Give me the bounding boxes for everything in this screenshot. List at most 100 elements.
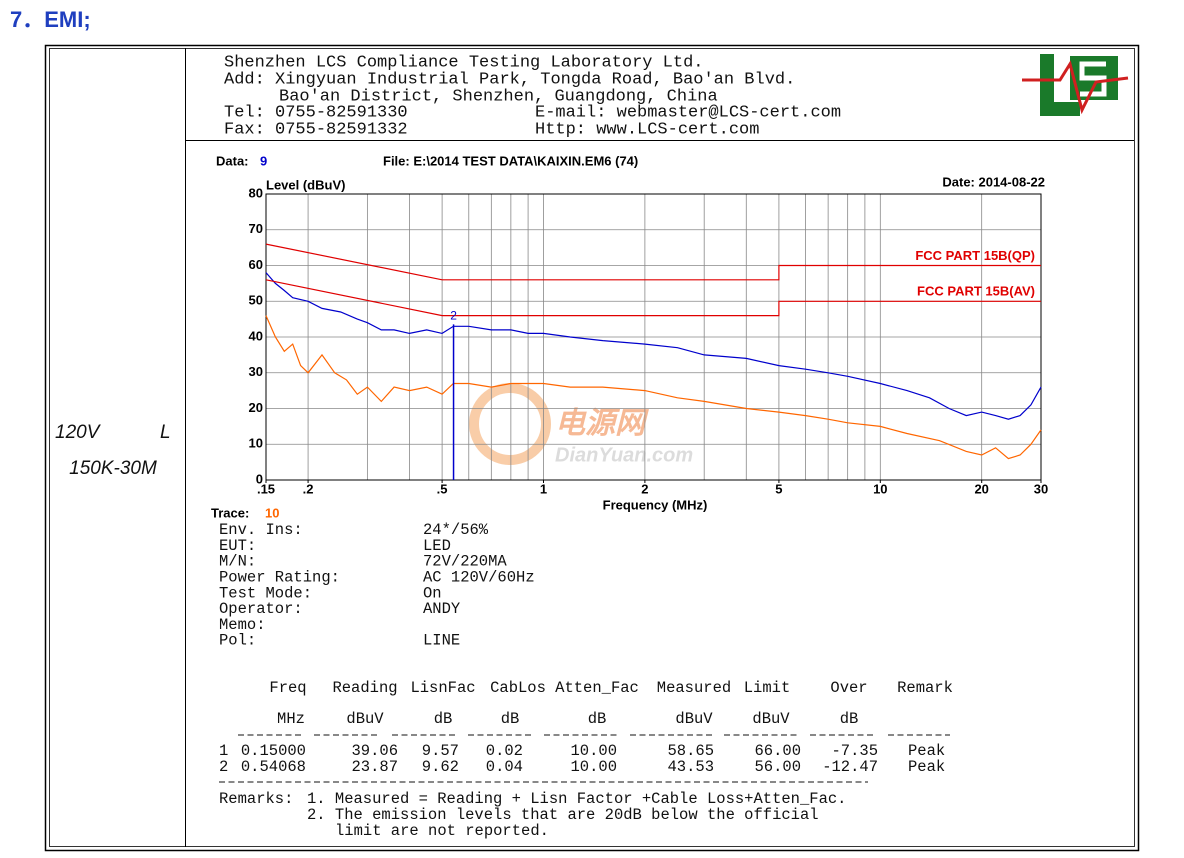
results-header: Freq bbox=[269, 679, 306, 697]
data-label: Data: bbox=[216, 153, 249, 168]
file-label: File: E:\2014 TEST DATA\KAIXIN.EM6 (74) bbox=[383, 153, 638, 168]
x-tick-label: .2 bbox=[303, 481, 314, 496]
remark: 2. The emission levels that are 20dB bel… bbox=[307, 806, 819, 824]
remark: limit are not reported. bbox=[335, 822, 549, 840]
info-label: Pol: bbox=[219, 632, 256, 650]
info-label: Operator: bbox=[219, 600, 303, 618]
results-cell: 56.00 bbox=[754, 758, 801, 776]
limit-line bbox=[265, 279, 1041, 317]
results-cell: 23.87 bbox=[351, 758, 398, 776]
y-axis-label: Level (dBuV) bbox=[266, 177, 345, 192]
logo bbox=[1022, 54, 1129, 116]
lab-address: Bao'an District, Shenzhen, Guangdong, Ch… bbox=[279, 87, 718, 106]
info: Env. Ins: 24*/56% EUT: LED M/N: 72V/220MA Powe… bbox=[219, 521, 535, 650]
plot-frame bbox=[265, 193, 1042, 481]
results-header: Over bbox=[830, 679, 867, 697]
info-value: LINE bbox=[423, 632, 460, 650]
x-tick-label: 10 bbox=[873, 481, 887, 496]
y-tick-label: 10 bbox=[249, 436, 263, 451]
results-header: LisnFac bbox=[410, 679, 475, 697]
x-tick-label: 5 bbox=[775, 481, 782, 496]
results-header: Remark bbox=[897, 679, 953, 697]
y-tick-label: 20 bbox=[249, 400, 263, 415]
x-tick-label: 30 bbox=[1034, 481, 1048, 496]
y-tick-label: 60 bbox=[249, 257, 263, 272]
results-cell: 0.54068 bbox=[241, 758, 306, 776]
results-cell: 58.65 bbox=[667, 742, 714, 760]
lab-header: Shenzhen LCS Compliance Testing Laborato… bbox=[224, 53, 841, 139]
x-tick-label: .5 bbox=[437, 481, 448, 496]
lab-http: Http: www.LCS-cert.com bbox=[535, 120, 759, 139]
info-label: EUT: bbox=[219, 537, 256, 555]
results-cell: -7.35 bbox=[831, 742, 878, 760]
results-unit: dBuV bbox=[675, 710, 713, 728]
logo-wave bbox=[1022, 60, 1129, 115]
y-tick-label: 40 bbox=[249, 328, 263, 343]
lab-address: Add: Xingyuan Industrial Park, Tongda Ro… bbox=[224, 70, 795, 89]
results-header: CabLos bbox=[490, 679, 546, 697]
watermark-logo bbox=[469, 383, 551, 465]
date-label: Date: 2014-08-22 bbox=[942, 174, 1045, 189]
results-cell: 1 bbox=[219, 742, 228, 760]
info-label: M/N: bbox=[219, 553, 256, 571]
lab-tel: Tel: 0755-82591330 bbox=[224, 103, 408, 122]
watermark-en: DianYuan.com bbox=[555, 444, 693, 466]
results-unit: dB bbox=[840, 710, 859, 728]
results-header: Limit bbox=[744, 679, 791, 697]
results-unit: dBuV bbox=[346, 710, 384, 728]
results-cell: 39.06 bbox=[351, 742, 398, 760]
results-cell: 9.57 bbox=[422, 742, 459, 760]
info-label: Power Rating: bbox=[219, 568, 340, 586]
limit-line bbox=[265, 243, 1041, 281]
results-cell: 10.00 bbox=[570, 742, 617, 760]
x-tick-label: 20 bbox=[974, 481, 988, 496]
info-label: Test Mode: bbox=[219, 584, 312, 602]
info-label: Env. Ins: bbox=[219, 521, 303, 539]
y-tick-label: 70 bbox=[249, 221, 263, 236]
results-header: Measured bbox=[657, 679, 731, 697]
remarks-label: Remarks: bbox=[219, 790, 293, 808]
y-tick-label: 30 bbox=[249, 364, 263, 379]
logo-s bbox=[1079, 61, 1107, 97]
table-border bbox=[44, 44, 1140, 852]
results-cell: Peak bbox=[908, 758, 945, 776]
results-header: Reading bbox=[332, 679, 397, 697]
results-cell: 2 bbox=[219, 758, 228, 776]
x-tick-label: .15 bbox=[257, 481, 275, 496]
marker-label: 2 bbox=[450, 309, 457, 323]
trace-label: Trace: bbox=[211, 505, 249, 520]
info-value: AC 120V/60Hz bbox=[423, 568, 535, 586]
results-cell: 10.00 bbox=[570, 758, 617, 776]
x-axis-label: Frequency (MHz) bbox=[603, 497, 708, 512]
table-inner-border bbox=[49, 48, 1135, 847]
data-number: 9 bbox=[260, 153, 267, 168]
results-unit: dB bbox=[501, 710, 520, 728]
results-cell: 0.04 bbox=[486, 758, 523, 776]
limit-label: FCC PART 15B(AV) bbox=[917, 284, 1035, 299]
watermark-cn: 电源网 bbox=[555, 407, 649, 440]
remark: 1. Measured = Reading + Lisn Factor +Cab… bbox=[307, 790, 847, 808]
results: Freq Reading LisnFac CabLos Atten_Fac Measure… bbox=[219, 679, 953, 840]
results-cell: 9.62 bbox=[422, 758, 459, 776]
results-cell: Peak bbox=[908, 742, 945, 760]
results-header: Atten_Fac bbox=[555, 679, 639, 697]
x-tick-label: 2 bbox=[641, 481, 648, 496]
results-unit: dB bbox=[588, 710, 607, 728]
chart: Data: 9 File: E:\2014 TEST DATA\KAIXIN.E… bbox=[211, 153, 1048, 520]
condition-line: L bbox=[160, 422, 171, 443]
info-value: 24*/56% bbox=[423, 521, 489, 539]
info-value: On bbox=[423, 584, 442, 602]
trace-line bbox=[265, 315, 1042, 460]
results-unit: dBuV bbox=[752, 710, 790, 728]
lab-email: E-mail: webmaster@LCS-cert.com bbox=[535, 103, 841, 122]
results-cell: 66.00 bbox=[754, 742, 801, 760]
y-tick-label: 0 bbox=[256, 471, 263, 486]
results-cell: 0.02 bbox=[486, 742, 523, 760]
info-value: ANDY bbox=[423, 600, 461, 618]
condition-voltage: 120V bbox=[55, 422, 102, 443]
y-tick-label: 50 bbox=[249, 293, 263, 308]
results-unit: dB bbox=[434, 710, 453, 728]
condition-range: 150K-30M bbox=[69, 458, 157, 479]
y-tick-label: 80 bbox=[249, 185, 263, 200]
results-cell: 43.53 bbox=[667, 758, 714, 776]
